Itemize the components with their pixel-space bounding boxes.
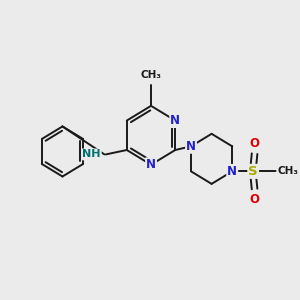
Text: S: S bbox=[248, 165, 258, 178]
Text: N: N bbox=[186, 140, 196, 153]
Text: O: O bbox=[250, 193, 260, 206]
Text: N: N bbox=[146, 158, 156, 171]
Text: N: N bbox=[170, 114, 180, 127]
Text: O: O bbox=[250, 137, 260, 150]
Text: N: N bbox=[227, 165, 237, 178]
Text: CH₃: CH₃ bbox=[277, 166, 298, 176]
Text: NH: NH bbox=[82, 149, 101, 159]
Text: CH₃: CH₃ bbox=[140, 70, 161, 80]
